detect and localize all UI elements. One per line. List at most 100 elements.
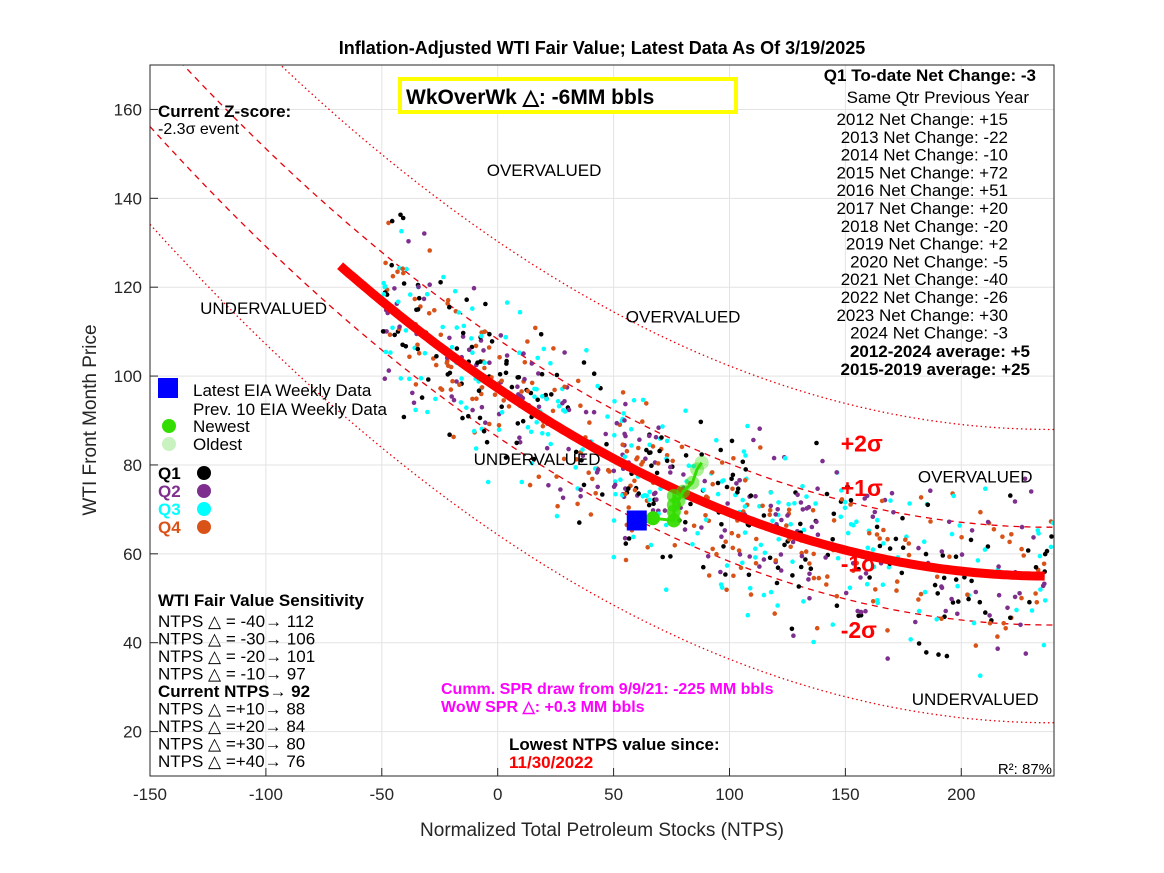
scatter-point-q2 [768,503,774,509]
scatter-point-q1 [724,484,730,490]
scatter-point-q3 [949,531,955,537]
scatter-point-q3 [464,405,469,411]
scatter-point-q4 [636,445,641,451]
scatter-point-q2 [863,608,868,614]
scatter-point-q2 [834,470,839,475]
scatter-point-q3 [813,501,818,506]
scatter-point-q4 [811,551,816,557]
scatter-point-q3 [545,432,551,437]
scatter-point-q2 [751,437,756,443]
scatter-point-q4 [807,561,812,566]
scatter-point-q2 [773,512,778,517]
x-tick-label: -150 [133,785,167,804]
zscore-title: Current Z-score: [158,102,291,121]
scatter-point-q2 [795,492,800,498]
scatter-point-q2 [654,497,659,502]
scatter-point-q4 [748,592,754,597]
scatter-point-q1 [1044,548,1050,554]
scatter-point-q4 [767,512,772,518]
scatter-point-q1 [719,522,724,527]
scatter-point-q4 [848,502,853,507]
x-tick-label: -100 [249,785,283,804]
scatter-point-q1 [626,536,632,541]
scatter-point-q1 [401,281,407,286]
scatter-point-q1 [969,578,974,584]
scatter-point-q2 [718,569,723,575]
scatter-point-q1 [504,361,509,366]
scatter-point-q4 [810,508,816,513]
scatter-point-q4 [561,456,567,462]
scatter-point-q4 [644,401,649,406]
scatter-point-q2 [870,514,876,519]
scatter-point-q1 [660,554,665,560]
scatter-point-q2 [1019,524,1025,530]
scatter-point-q3 [975,558,981,563]
scatter-point-q3 [399,228,404,234]
scatter-point-q1 [887,546,893,551]
scatter-point-q3 [907,501,912,506]
scatter-point-q2 [757,564,762,569]
net-change-row: 2012 Net Change: +15 [836,110,1008,129]
scatter-point-q3 [612,399,617,404]
scatter-point-q4 [551,346,556,351]
scatter-point-q3 [605,414,610,419]
scatter-point-q1 [438,280,443,285]
scatter-point-q4 [470,396,475,402]
net-change-row: 2023 Net Change: +30 [836,306,1008,325]
scatter-point-q3 [458,400,464,405]
scatter-point-q2 [546,483,551,488]
scatter-point-q3 [383,349,389,355]
scatter-point-q4 [879,498,885,504]
y-tick-label: 100 [114,367,142,386]
scatter-point-q4 [650,444,656,449]
scatter-point-q3 [916,608,922,614]
scatter-point-q2 [595,467,601,473]
scatter-point-q4 [1019,546,1024,552]
scatter-point-q1 [761,513,767,518]
scatter-point-q3 [951,493,956,499]
scatter-point-q4 [433,362,439,368]
scatter-point-q4 [683,510,689,515]
scatter-point-q2 [583,409,589,415]
scatter-point-q3 [800,484,805,489]
scatter-point-q1 [515,421,521,426]
lowest-ntps-date: 11/30/2022 [509,753,593,772]
scatter-point-q3 [714,437,719,443]
scatter-point-q1 [798,521,803,527]
scatter-point-q3 [528,429,534,435]
scatter-point-q1 [539,371,545,377]
scatter-point-q4 [588,512,594,517]
scatter-point-q2 [454,379,459,384]
scatter-point-q4 [407,354,412,360]
scatter-point-q4 [416,351,422,356]
scatter-point-q3 [811,639,816,645]
spr-text: WoW SPR △: +0.3 MM bbls [441,699,645,716]
scatter-point-q4 [623,491,628,497]
scatter-point-q3 [745,612,751,618]
scatter-point-q3 [695,531,700,536]
scatter-point-q1 [932,582,938,588]
scatter-point-q4 [383,260,388,266]
scatter-point-q2 [872,509,878,515]
scatter-point-q2 [939,584,944,589]
scatter-point-q1 [796,584,802,589]
scatter-point-q4 [540,423,546,429]
scatter-point-q1 [1008,493,1013,498]
scatter-point-q1 [900,515,905,521]
scatter-point-q1 [1049,534,1054,539]
scatter-point-q4 [973,643,979,648]
scatter-point-q1 [466,413,471,419]
scatter-point-q4 [906,541,912,546]
scatter-point-q1 [509,384,515,390]
scatter-point-q2 [653,434,659,440]
scatter-point-q2 [815,486,820,492]
scatter-point-q4 [501,398,507,403]
fair-value-curve [337,262,1045,581]
scatter-point-q1 [398,212,403,218]
scatter-point-q1 [899,570,905,576]
scatter-point-q3 [534,420,539,425]
sensitivity-row: NTPS △ = -10→ 97 [158,665,306,684]
scatter-point-q3 [539,394,545,399]
scatter-point-q1 [416,295,422,301]
scatter-point-q3 [742,504,748,509]
